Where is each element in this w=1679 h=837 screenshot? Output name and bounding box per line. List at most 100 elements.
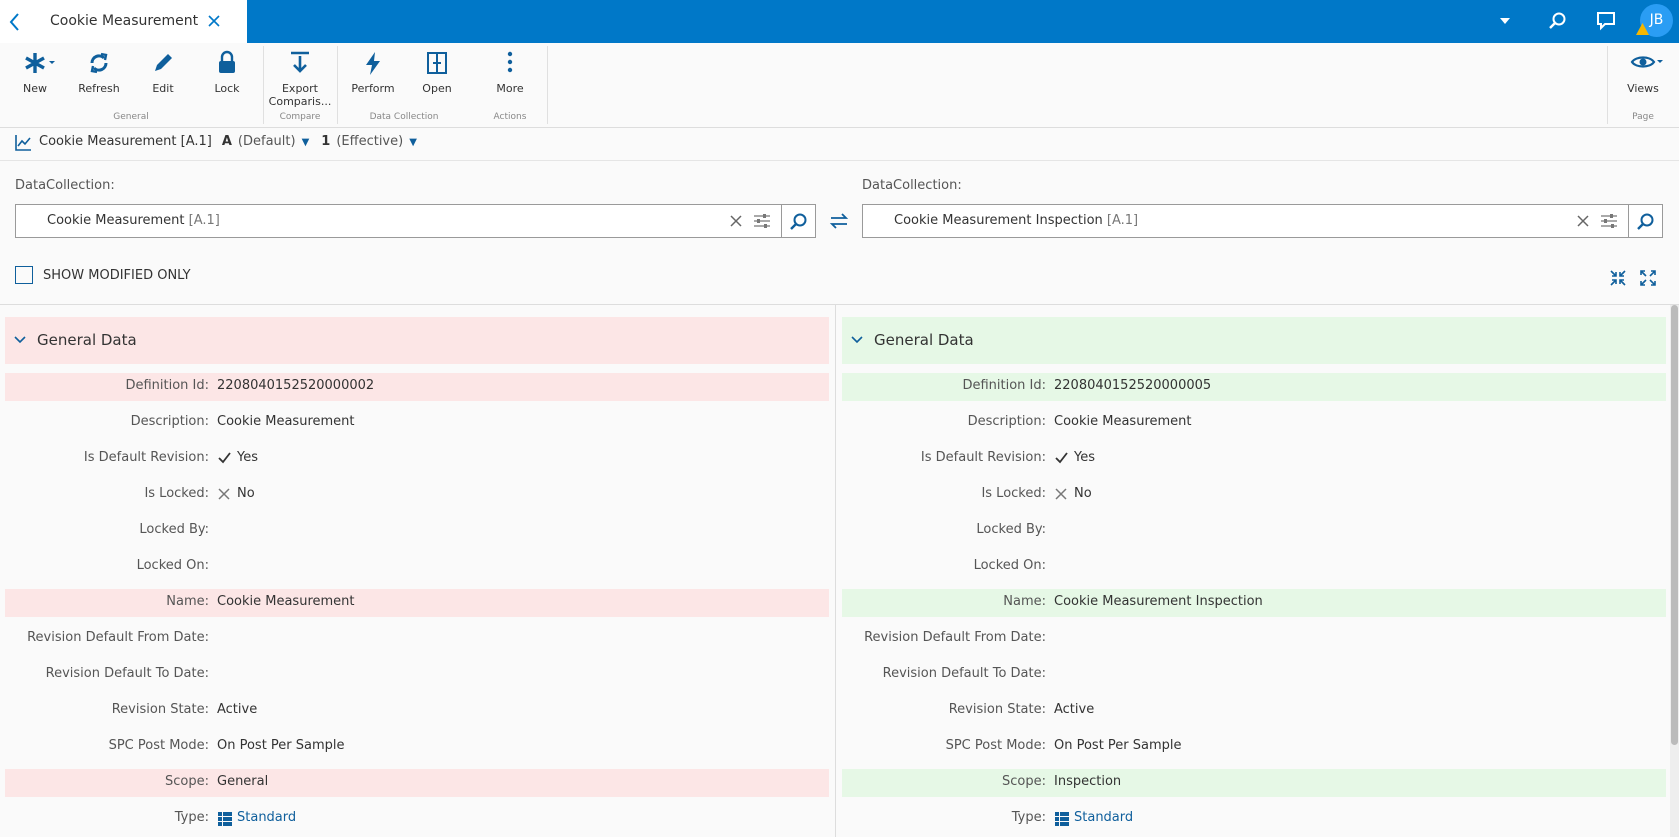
field-value: On Post Per Sample [217, 738, 345, 753]
value-icon [1054, 487, 1070, 507]
warning-icon [1636, 23, 1649, 35]
scrollbar[interactable] [1670, 305, 1679, 837]
field-label: Is Default Revision: [83, 450, 209, 465]
revision-note[interactable]: (Default) [237, 134, 296, 149]
field-label: Name: [1003, 594, 1046, 609]
back-icon[interactable] [8, 12, 22, 32]
breadcrumb: Cookie Measurement [A.1] A (Default) ▼ 1 … [39, 134, 417, 149]
search-icon[interactable] [1636, 212, 1656, 236]
right-input[interactable] [862, 204, 1663, 238]
search-button [781, 205, 782, 237]
tab[interactable] [0, 0, 247, 43]
field-label: Is Locked: [981, 486, 1046, 501]
field-value: 2208040152520000005 [1054, 378, 1212, 393]
value-icon [217, 451, 233, 471]
version-note[interactable]: (Effective) [336, 134, 404, 149]
section-title: General Data [874, 331, 974, 349]
field-value[interactable]: Standard [1074, 810, 1134, 825]
toolbar-button[interactable]: Edit [152, 82, 174, 95]
close-tab[interactable] [207, 14, 221, 28]
toolbar-icon[interactable] [86, 50, 122, 82]
field-label: Is Default Revision: [920, 450, 1046, 465]
value-icon [217, 811, 233, 831]
group-label: Data Collection [369, 112, 439, 122]
divider [0, 160, 1679, 161]
field-label: Scope: [165, 774, 209, 789]
section-header[interactable] [5, 317, 829, 364]
scroll-thumb[interactable] [1671, 305, 1678, 745]
row-highlight [842, 769, 1666, 797]
toolbar-button[interactable]: Export Comparis... [268, 82, 332, 108]
field-value: 2208040152520000002 [217, 378, 375, 393]
value-icon [217, 487, 233, 507]
field-label: SPC Post Mode: [945, 738, 1046, 753]
field-label: Description: [130, 414, 209, 429]
right-label: DataCollection: [862, 178, 962, 193]
toolbar-icon[interactable] [497, 50, 533, 82]
chart-icon [15, 135, 31, 151]
toolbar-icon[interactable] [150, 50, 186, 82]
caret[interactable]: ▼ [301, 137, 310, 148]
toolbar-button[interactable]: Refresh [78, 82, 120, 95]
toolbar-icon[interactable] [287, 50, 323, 82]
row-highlight [5, 769, 829, 797]
section-header[interactable] [842, 317, 1666, 364]
left-value: Cookie Measurement [A.1] [47, 213, 220, 228]
toolbar-icon[interactable] [360, 50, 396, 82]
field-value: Inspection [1054, 774, 1122, 789]
checkbox-label[interactable]: SHOW MODIFIED ONLY [43, 268, 191, 283]
swap-icon[interactable] [829, 211, 849, 231]
group-separator [1607, 46, 1608, 124]
toolbar-button[interactable]: New [23, 82, 47, 95]
left-input[interactable] [15, 204, 816, 238]
toolbar-icon[interactable] [1630, 50, 1666, 82]
field-label: Revision Default To Date: [45, 666, 209, 681]
expand-icon[interactable] [1639, 269, 1657, 287]
field-value[interactable]: Standard [237, 810, 297, 825]
value-icon [1054, 811, 1070, 831]
filter-icon[interactable] [753, 213, 771, 233]
section-title: General Data [37, 331, 137, 349]
toolbar-button[interactable]: More [496, 82, 524, 95]
toolbar-button[interactable]: Lock [214, 82, 240, 95]
row-highlight [5, 589, 829, 617]
clear-icon[interactable] [730, 215, 742, 231]
divider [0, 304, 1679, 305]
caret[interactable]: ▼ [409, 137, 417, 148]
field-value: General [217, 774, 269, 789]
toolbar-button[interactable]: Perform [351, 82, 395, 95]
revision[interactable]: A [221, 134, 232, 149]
group-label: Actions [493, 112, 527, 122]
collapse-icon[interactable] [1609, 269, 1627, 287]
clear-icon[interactable] [1577, 215, 1589, 231]
field-value: Active [1054, 702, 1095, 717]
value-icon [1054, 451, 1070, 471]
field-label: Type: [1011, 810, 1046, 825]
field-value: On Post Per Sample [1054, 738, 1182, 753]
search-icon[interactable] [789, 212, 809, 236]
divider [0, 127, 1679, 128]
checkbox[interactable] [15, 266, 33, 284]
search-icon[interactable] [1548, 11, 1568, 31]
field-value: Active [217, 702, 258, 717]
chevron[interactable] [850, 334, 864, 349]
search-button [1628, 205, 1629, 237]
breadcrumb-name: Cookie Measurement [A.1] [39, 134, 212, 149]
left-name: Cookie Measurement [47, 213, 185, 228]
row-highlight [5, 373, 829, 401]
toolbar-button[interactable]: Open [422, 82, 452, 95]
dropdown-icon[interactable] [1497, 13, 1513, 29]
filter-icon[interactable] [1600, 213, 1618, 233]
toolbar-icon[interactable] [22, 50, 58, 82]
version[interactable]: 1 [321, 134, 331, 149]
tab-title: Cookie Measurement [50, 13, 199, 29]
toolbar-icon[interactable] [424, 50, 460, 82]
group-separator [337, 46, 338, 124]
chevron[interactable] [13, 334, 27, 349]
field-label: Revision State: [948, 702, 1046, 717]
field-label: Revision State: [111, 702, 209, 717]
chat-icon[interactable] [1596, 11, 1616, 31]
toolbar-icon[interactable] [214, 50, 250, 82]
toolbar-button[interactable]: Views [1627, 82, 1659, 95]
